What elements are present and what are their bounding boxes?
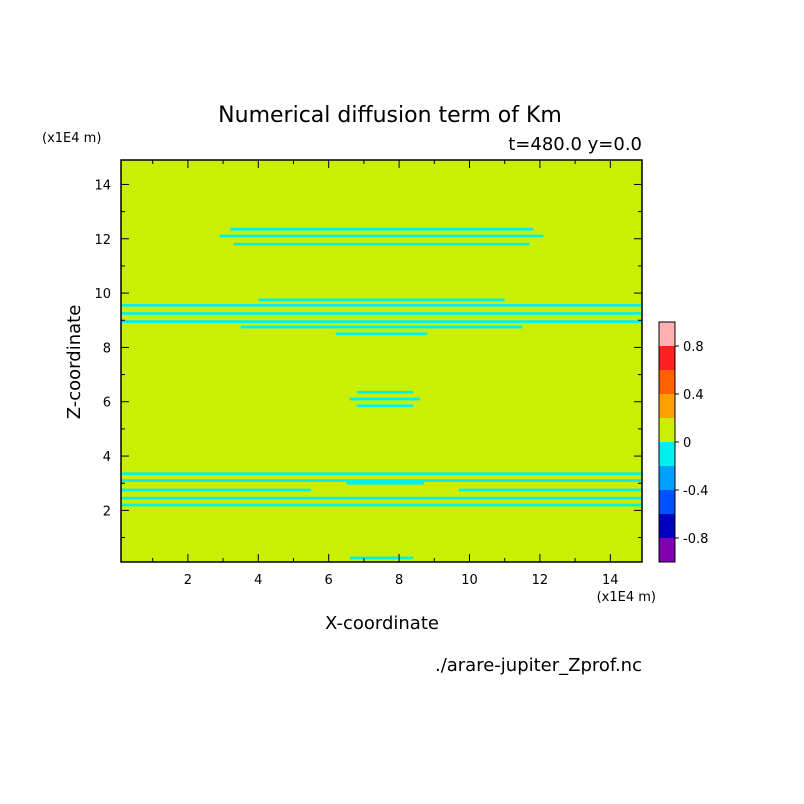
- negative-region: [121, 303, 642, 307]
- footer-filename: ./arare-jupiter_Zprof.nc: [435, 655, 642, 676]
- negative-region: [349, 556, 414, 560]
- x-tick-label: 6: [325, 573, 333, 588]
- negative-region: [230, 227, 533, 231]
- colorbar-band: [659, 466, 675, 490]
- negative-region: [335, 332, 428, 336]
- negative-region: [356, 390, 414, 394]
- y-tick-label: 10: [94, 287, 111, 302]
- colorbar-band: [659, 346, 675, 370]
- plot-border: [120, 159, 643, 563]
- colorbar-tick-label: -0.8: [683, 532, 708, 547]
- x-tick-label: 8: [395, 573, 403, 588]
- colorbar-tick-label: 0.4: [683, 388, 704, 403]
- colorbar-band: [659, 490, 675, 514]
- negative-region: [121, 312, 642, 315]
- x-tick-label: 10: [461, 573, 478, 588]
- colorbar-band: [659, 514, 675, 538]
- colorbar-band: [659, 442, 675, 466]
- y-tick-label: 2: [103, 504, 111, 519]
- plot-frame: [120, 159, 643, 563]
- y-tick-label: 4: [103, 450, 111, 465]
- colorbar-band: [659, 370, 675, 394]
- negative-region: [356, 404, 414, 408]
- x-tick-label: 4: [254, 573, 262, 588]
- y-tick-label: 8: [103, 341, 111, 356]
- plot-fill-zero: [121, 160, 642, 562]
- chart-title: Numerical diffusion term of Km: [218, 103, 562, 128]
- chart-subtitle: t=480.0 y=0.0: [508, 134, 642, 155]
- colorbar-tick-label: -0.4: [683, 484, 708, 499]
- negative-regions: [121, 227, 642, 560]
- colorbar-band: [659, 538, 675, 562]
- colorbar-ticks: 0.8 0.4 0 -0.4 -0.8: [675, 340, 708, 547]
- negative-region: [121, 496, 642, 500]
- negative-region: [346, 481, 424, 485]
- negative-region: [219, 234, 544, 238]
- y-tick-label: 12: [94, 233, 111, 248]
- x-tick-label: 12: [532, 573, 549, 588]
- colorbar-tick-label: 0.8: [683, 340, 704, 355]
- negative-region: [121, 479, 642, 482]
- colorbar-band: [659, 322, 675, 346]
- negative-region: [240, 325, 523, 329]
- colorbar-tick-label: 0: [683, 436, 691, 451]
- x-tick-label: 14: [602, 573, 619, 588]
- plot-background: [121, 160, 642, 562]
- negative-region: [349, 397, 421, 401]
- x-axis-label: X-coordinate: [325, 613, 439, 634]
- negative-region: [233, 242, 530, 246]
- y-ticks: 2 4 6 8 10 12 14: [94, 178, 642, 539]
- negative-region: [458, 488, 642, 492]
- x-unit-label: (x1E4 m): [597, 590, 656, 605]
- y-axis-label: Z-coordinate: [64, 305, 85, 420]
- colorbar-band: [659, 394, 675, 418]
- negative-region: [121, 472, 642, 476]
- x-tick-label: 2: [184, 573, 192, 588]
- negative-region: [121, 488, 312, 492]
- negative-region: [121, 320, 642, 323]
- negative-region: [258, 298, 505, 302]
- x-ticks: 2 4 6 8 10 12 14: [152, 160, 619, 588]
- y-unit-label: (x1E4 m): [42, 131, 101, 146]
- y-tick-label: 6: [103, 396, 111, 411]
- negative-region: [121, 503, 642, 507]
- colorbar: [658, 321, 676, 563]
- y-tick-label: 14: [94, 178, 111, 193]
- colorbar-band: [659, 418, 675, 442]
